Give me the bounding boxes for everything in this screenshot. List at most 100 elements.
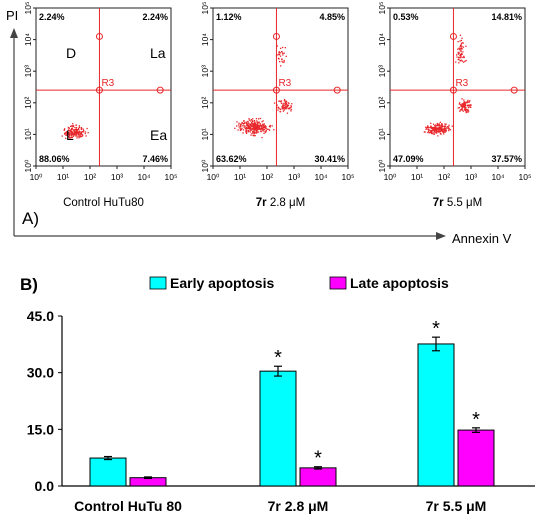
scatter-dot bbox=[269, 126, 271, 128]
scatter-dot bbox=[435, 129, 438, 131]
scatter-dot bbox=[236, 121, 238, 123]
scatter-dot bbox=[467, 109, 469, 111]
scatter-dot bbox=[447, 126, 449, 128]
scatter-dot bbox=[256, 132, 258, 134]
scatter-dot bbox=[75, 135, 77, 137]
scatter-dot bbox=[82, 128, 84, 130]
scatter-dot bbox=[457, 52, 460, 55]
scatter-dot bbox=[461, 60, 463, 62]
scatter-dot bbox=[260, 129, 262, 131]
scatter-dot bbox=[262, 130, 264, 132]
scatter-dot bbox=[283, 106, 285, 108]
legend-swatch-late bbox=[329, 276, 347, 290]
scatter-dot bbox=[431, 127, 433, 129]
scatter-dot bbox=[246, 127, 249, 130]
category-label: 7r 2.8 μM bbox=[268, 498, 329, 514]
scatter-dot bbox=[430, 122, 432, 124]
scatter-dot bbox=[78, 137, 80, 139]
scatter-dot bbox=[460, 50, 462, 52]
scatter-dot bbox=[436, 124, 439, 127]
scatter-dot bbox=[255, 130, 257, 132]
scatter-dot bbox=[427, 131, 429, 134]
scatter-dot bbox=[441, 123, 443, 125]
caption-text: Control HuTu80 bbox=[63, 197, 144, 209]
scatter-dot bbox=[83, 129, 85, 132]
scatter-dot bbox=[466, 101, 468, 104]
category-label: 7r 5.5 μM bbox=[426, 498, 487, 514]
scatter-dot bbox=[440, 127, 442, 130]
scatter-dot bbox=[439, 124, 441, 126]
scatter-dot bbox=[285, 108, 287, 110]
scatter-dot bbox=[70, 129, 72, 131]
caption-text: 5.5 μM bbox=[447, 197, 482, 209]
scatter-dot bbox=[239, 127, 241, 130]
caption-compound: 7r bbox=[433, 197, 447, 209]
scatter-dot bbox=[257, 123, 259, 125]
scatter-dot bbox=[462, 51, 464, 53]
scatter-dot bbox=[258, 128, 261, 130]
scatter-dot bbox=[243, 124, 245, 126]
scatter-dot bbox=[282, 106, 284, 109]
scatter-dot bbox=[436, 132, 438, 134]
quadrant-ul-percent: 0.53% bbox=[393, 12, 419, 22]
scatter-dot bbox=[288, 102, 290, 105]
gate-handle bbox=[510, 86, 518, 94]
scatter-dot bbox=[64, 132, 66, 134]
scatter-dot bbox=[445, 123, 447, 125]
scatter-dot bbox=[248, 130, 250, 132]
scatter-dot bbox=[75, 131, 77, 133]
scatter-dot bbox=[251, 122, 253, 124]
scatter-dot bbox=[250, 124, 252, 127]
scatter-dot bbox=[242, 132, 244, 134]
scatter-dot bbox=[61, 135, 63, 137]
scatter-dot bbox=[458, 103, 460, 105]
scatter-dot bbox=[277, 53, 280, 56]
scatter-dot bbox=[465, 111, 467, 113]
scatter-dot bbox=[246, 122, 248, 124]
x-tick-label: 10² bbox=[261, 172, 273, 182]
scatter-dot bbox=[262, 125, 264, 127]
scatter-dot bbox=[75, 129, 78, 131]
scatter-dot bbox=[250, 134, 252, 136]
scatter-dot bbox=[460, 48, 462, 50]
x-tick-label: 10⁴ bbox=[137, 172, 150, 182]
quadrant-ul-percent: 2.24% bbox=[39, 12, 65, 22]
scatter-dot bbox=[266, 128, 268, 130]
scatter-dot bbox=[438, 130, 440, 132]
scatter-dot bbox=[455, 61, 457, 63]
scatter-dot bbox=[264, 131, 266, 133]
scatter-dot bbox=[75, 132, 77, 135]
scatter-dot bbox=[463, 101, 465, 104]
caption-text: 2.8 μM bbox=[270, 197, 305, 209]
bar bbox=[457, 429, 495, 487]
scatter-dot bbox=[256, 131, 258, 133]
scatter-dot bbox=[460, 56, 462, 58]
scatter-dot bbox=[81, 131, 83, 133]
scatter-dot bbox=[70, 133, 72, 135]
scatter-dot bbox=[63, 129, 66, 131]
scatter-dot bbox=[448, 128, 450, 130]
panel-a-tag: A) bbox=[22, 209, 39, 228]
scatter-dot bbox=[463, 104, 465, 107]
scatter-dot bbox=[262, 123, 264, 125]
scatter-dot bbox=[262, 128, 264, 130]
scatter-dot bbox=[79, 136, 81, 138]
scatter-dot bbox=[69, 137, 71, 139]
y-tick-label: 10⁰ bbox=[200, 159, 210, 172]
scatter-dot bbox=[464, 104, 466, 106]
gate-handle bbox=[449, 32, 457, 40]
y-tick-label: 10⁴ bbox=[200, 33, 210, 46]
scatter-dot bbox=[280, 108, 282, 111]
scatter-dot bbox=[287, 102, 289, 104]
scatter-dot bbox=[252, 124, 254, 126]
x-tick-label: 10⁰ bbox=[30, 172, 43, 182]
bar bbox=[417, 343, 455, 487]
scatter-dot bbox=[285, 100, 287, 102]
scatter-dot bbox=[243, 122, 246, 124]
scatter-dot bbox=[67, 126, 70, 129]
scatter-dot bbox=[252, 128, 254, 130]
scatter-dot bbox=[429, 132, 431, 134]
scatter-dot bbox=[423, 131, 425, 133]
scatter-dot bbox=[86, 127, 88, 130]
scatter-dot bbox=[461, 108, 463, 110]
